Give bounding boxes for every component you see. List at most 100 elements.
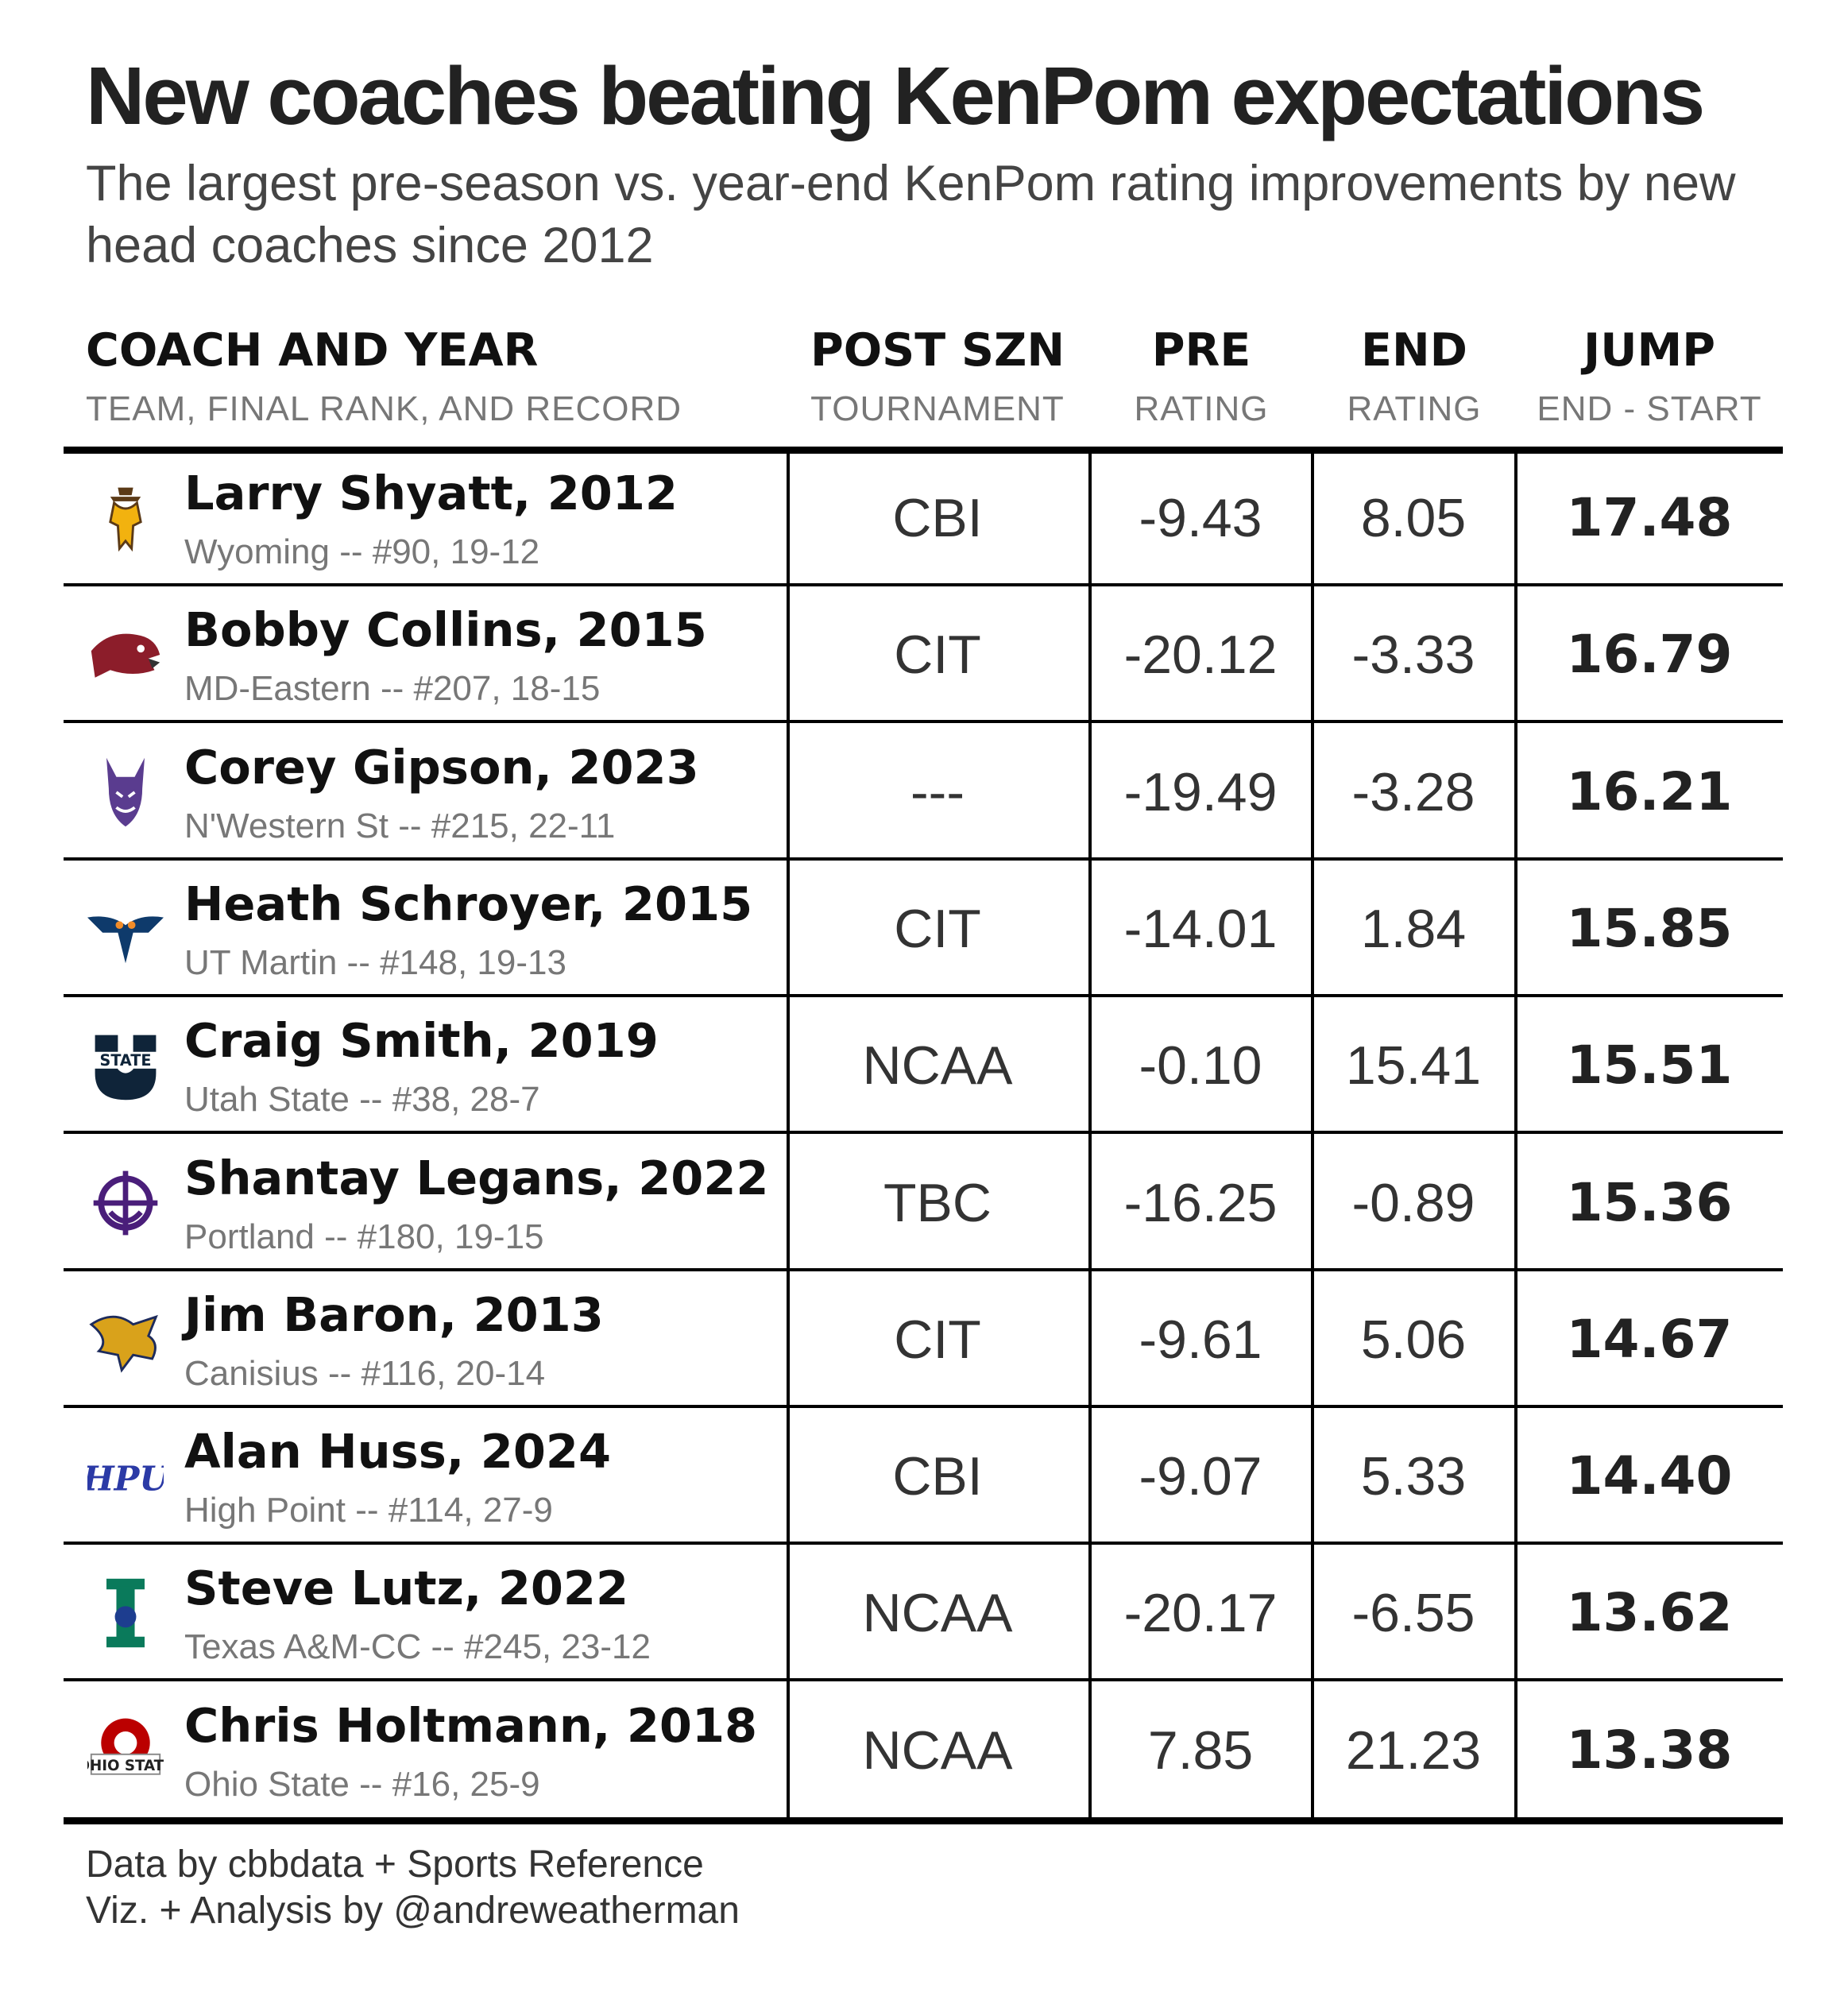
row-divider [64, 1404, 1783, 1408]
table-row: STATE Craig Smith, 2019 Utah State -- #38,… [64, 997, 1783, 1135]
cell-jump: 14.40 [1566, 1445, 1733, 1507]
table-row: Steve Lutz, 2022 Texas A&M-CC -- #245, 23… [64, 1545, 1783, 1682]
anchor-wheel-logo [87, 1165, 164, 1241]
cell-end-rating: 5.06 [1360, 1309, 1467, 1370]
team-info: Ohio State -- #16, 25-9 [184, 1764, 540, 1804]
cell-postseason: CBI [892, 488, 983, 548]
cell-pre-rating: -20.12 [1123, 625, 1278, 686]
cell-jump: 13.62 [1566, 1582, 1733, 1644]
cell-postseason: CIT [894, 625, 981, 686]
cell-pre-rating: -9.61 [1139, 1309, 1262, 1370]
cell-end-rating: 15.41 [1345, 1035, 1482, 1097]
coach-name: Heath Schroyer, 2015 [184, 876, 753, 931]
table-top-rule [64, 447, 1783, 454]
coach-name: Bobby Collins, 2015 [184, 602, 707, 658]
cell-jump: 17.48 [1566, 487, 1733, 548]
table-row: OHIO STATE Chris Holtmann, 2018 Ohio State… [64, 1682, 1783, 1819]
team-info: Portland -- #180, 19-15 [184, 1217, 544, 1256]
table-row: Corey Gipson, 2023 N'Western St -- #215, … [64, 724, 1783, 861]
coach-name: Alan Huss, 2024 [184, 1424, 612, 1480]
table-row: Jim Baron, 2013 Canisius -- #116, 20-14 CI… [64, 1271, 1783, 1408]
row-divider [64, 1267, 1783, 1271]
team-info: N'Western St -- #215, 22-11 [184, 806, 616, 845]
coach-name: Shantay Legans, 2022 [184, 1150, 769, 1205]
header-coach-sub: TEAM, FINAL RANK, AND RECORD [86, 389, 682, 428]
cell-pre-rating: -9.07 [1139, 1446, 1262, 1507]
coach-name: Corey Gipson, 2023 [184, 739, 699, 795]
cell-pre-rating: -16.25 [1123, 1172, 1278, 1233]
cell-jump: 14.67 [1566, 1308, 1733, 1370]
cell-end-rating: 8.05 [1360, 488, 1467, 548]
svg-text:OHIO STATE: OHIO STATE [87, 1758, 164, 1774]
column-divider [1088, 450, 1092, 1820]
cell-end-rating: -3.28 [1351, 761, 1475, 822]
cell-jump: 15.36 [1566, 1171, 1733, 1233]
row-divider [64, 583, 1783, 586]
column-divider [1514, 450, 1517, 1820]
table-row: Bobby Collins, 2015 MD-Eastern -- #207, 1… [64, 586, 1783, 724]
ohio-state-logo: OHIO STATE [77, 1712, 174, 1789]
row-divider [64, 1678, 1783, 1682]
wyoming-cowboy-logo [87, 480, 164, 556]
table-row: Larry Shyatt, 2012 Wyoming -- #90, 19-12 C… [64, 450, 1783, 586]
griffin-logo [87, 1302, 164, 1378]
islanders-i-logo [87, 1575, 164, 1651]
header-jump-sub: END - START [1537, 389, 1762, 428]
row-divider [64, 1131, 1783, 1135]
cell-jump: 15.85 [1566, 897, 1733, 959]
demon-logo [87, 754, 164, 830]
table-row: HPU Alan Huss, 2024 High Point -- #114, 27… [64, 1408, 1783, 1545]
header-post: POST SZN [810, 324, 1065, 377]
header-end: END [1361, 324, 1467, 377]
page-subtitle: The largest pre-season vs. year-end KenP… [86, 156, 1736, 273]
cell-postseason: CBI [892, 1446, 983, 1507]
cell-postseason: NCAA [862, 1720, 1013, 1781]
cell-postseason: NCAA [862, 1583, 1013, 1644]
cell-end-rating: -0.89 [1351, 1172, 1475, 1233]
header-coach: COACH AND YEAR [86, 324, 539, 377]
cell-jump: 15.51 [1566, 1035, 1733, 1097]
cell-pre-rating: 7.85 [1147, 1720, 1254, 1781]
cell-pre-rating: -9.43 [1139, 488, 1262, 548]
cell-pre-rating: -20.17 [1123, 1583, 1278, 1644]
skyhawk-logo [87, 891, 164, 967]
table-row: Shantay Legans, 2022 Portland -- #180, 19… [64, 1135, 1783, 1271]
team-info: MD-Eastern -- #207, 18-15 [184, 669, 601, 709]
header-end-sub: RATING [1347, 389, 1482, 428]
cell-jump: 16.21 [1566, 760, 1733, 822]
row-divider [64, 1542, 1783, 1545]
cell-pre-rating: -14.01 [1123, 898, 1278, 959]
cell-end-rating: -6.55 [1351, 1583, 1475, 1644]
team-info: Utah State -- #38, 28-7 [184, 1080, 540, 1120]
table-bottom-rule [64, 1817, 1783, 1824]
table-row: Heath Schroyer, 2015 UT Martin -- #148, 1… [64, 861, 1783, 997]
cell-postseason: CIT [894, 898, 981, 959]
column-divider [1311, 450, 1314, 1820]
cell-end-rating: 21.23 [1345, 1720, 1482, 1781]
cell-jump: 13.38 [1566, 1719, 1733, 1781]
cell-postseason: NCAA [862, 1035, 1013, 1097]
row-divider [64, 720, 1783, 724]
coach-name: Chris Holtmann, 2018 [184, 1697, 758, 1753]
team-info: Canisius -- #116, 20-14 [184, 1353, 546, 1393]
team-info: Texas A&M-CC -- #245, 23-12 [184, 1627, 651, 1667]
svg-text:HPU: HPU [87, 1458, 164, 1498]
header-pre: PRE [1151, 324, 1251, 377]
footer: Data by cbbdata + Sports Reference Viz. … [86, 1842, 740, 1934]
cell-pre-rating: -19.49 [1123, 761, 1278, 822]
footer-credit: Viz. + Analysis by @andreweatherman [86, 1890, 740, 1932]
svg-text:STATE: STATE [100, 1051, 152, 1070]
footer-source: Data by cbbdata + Sports Reference [86, 1843, 704, 1886]
utah-state-u-logo: STATE [87, 1027, 164, 1104]
cell-end-rating: 1.84 [1360, 898, 1467, 959]
hpu-script-logo: HPU [82, 1438, 171, 1515]
cell-jump: 16.79 [1566, 624, 1733, 686]
cell-postseason: TBC [883, 1172, 992, 1233]
team-info: Wyoming -- #90, 19-12 [184, 532, 540, 571]
coach-name: Craig Smith, 2019 [184, 1013, 659, 1069]
team-info: High Point -- #114, 27-9 [184, 1491, 553, 1530]
coach-name: Jim Baron, 2013 [184, 1286, 604, 1342]
cell-end-rating: 5.33 [1360, 1446, 1467, 1507]
coach-name: Steve Lutz, 2022 [184, 1561, 629, 1616]
